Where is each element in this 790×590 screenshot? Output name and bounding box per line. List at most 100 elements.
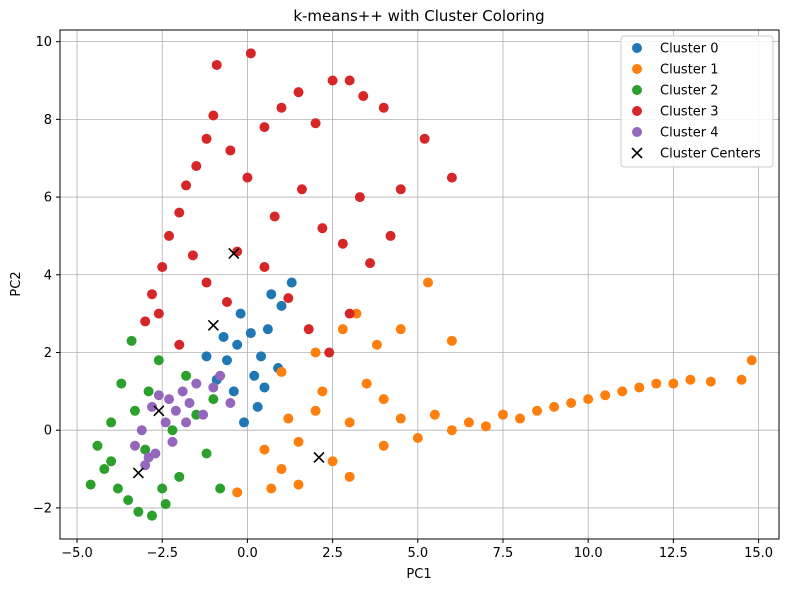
data-point — [85, 479, 96, 490]
data-point — [143, 386, 154, 397]
data-point — [215, 483, 226, 494]
data-point — [245, 328, 256, 339]
legend-marker — [632, 127, 642, 137]
legend-label: Cluster 4 — [660, 126, 719, 141]
x-tick-label: 5.0 — [407, 546, 428, 561]
x-tick-label: 12.5 — [659, 546, 688, 561]
grid — [60, 30, 779, 539]
data-point — [174, 339, 185, 350]
data-point — [446, 172, 457, 183]
series-5 — [132, 247, 325, 479]
series-2 — [85, 335, 226, 521]
data-point — [293, 436, 304, 447]
data-point — [174, 471, 185, 482]
data-point — [293, 87, 304, 98]
data-point — [276, 300, 287, 311]
data-point — [337, 238, 348, 249]
data-point — [515, 413, 526, 424]
data-point — [153, 390, 164, 401]
data-point — [276, 102, 287, 113]
legend-marker — [632, 64, 642, 74]
data-point — [283, 413, 294, 424]
legend-label: Cluster Centers — [660, 147, 761, 162]
x-tick-label: 0.0 — [237, 546, 258, 561]
data-point — [423, 277, 434, 288]
data-point — [395, 413, 406, 424]
data-point — [116, 378, 127, 389]
data-point — [126, 335, 137, 346]
data-point — [181, 180, 192, 191]
data-point — [99, 464, 110, 475]
data-point — [153, 355, 164, 366]
data-point — [157, 483, 168, 494]
data-point — [303, 324, 314, 335]
data-point — [266, 483, 277, 494]
data-point — [112, 483, 123, 494]
data-point — [201, 277, 212, 288]
series-1 — [232, 277, 757, 498]
data-point — [746, 355, 757, 366]
data-point — [266, 289, 277, 300]
data-point — [211, 59, 222, 70]
cluster-center-marker — [132, 467, 144, 479]
legend-label: Cluster 3 — [660, 105, 719, 120]
data-point — [160, 499, 171, 510]
data-point — [201, 351, 212, 362]
data-point — [317, 386, 328, 397]
data-point — [354, 192, 365, 203]
cluster-center-marker — [153, 405, 165, 417]
data-point — [497, 409, 508, 420]
data-point — [150, 448, 161, 459]
data-point — [147, 401, 158, 412]
data-point — [317, 223, 328, 234]
series-3 — [140, 48, 457, 358]
plot-frame — [59, 29, 780, 540]
data-point — [358, 91, 369, 102]
data-point — [167, 436, 178, 447]
x-axis-ticks: −5.0 −2.5 0.0 2.5 5.0 7.5 10.0 12.5 15.0 — [61, 539, 773, 561]
x-tick-label: 10.0 — [574, 546, 603, 561]
data-point — [201, 133, 212, 144]
y-tick-label: 6 — [44, 191, 52, 206]
data-point — [232, 339, 243, 350]
x-tick-label: 15.0 — [744, 546, 773, 561]
data-point — [140, 316, 151, 327]
data-point — [296, 184, 307, 195]
series-4 — [129, 370, 236, 471]
data-point — [177, 386, 188, 397]
legend-marker — [632, 106, 642, 116]
data-point — [262, 324, 273, 335]
legend-box — [620, 35, 774, 168]
data-point — [153, 308, 164, 319]
legend: Cluster 0 Cluster 1 Cluster 2 Cluster 3 Clus… — [620, 35, 774, 168]
data-point — [463, 417, 474, 428]
data-point — [235, 308, 246, 319]
data-point — [164, 230, 175, 241]
legend-label: Cluster 1 — [660, 63, 719, 78]
data-point — [310, 405, 321, 416]
data-point — [133, 506, 144, 517]
x-tick-label: −2.5 — [146, 546, 178, 561]
y-tick-label: −2 — [33, 501, 52, 516]
data-point — [259, 444, 270, 455]
data-point — [245, 48, 256, 59]
data-point — [429, 409, 440, 420]
data-point — [198, 409, 209, 420]
data-point — [259, 382, 270, 393]
data-point — [208, 394, 219, 405]
data-point — [286, 277, 297, 288]
y-axis-ticks: −2 0 2 4 6 8 10 — [33, 35, 60, 516]
chart-title: k-means++ with Cluster Coloring — [293, 7, 544, 25]
legend-label: Cluster 2 — [660, 84, 719, 99]
plot-points — [85, 48, 757, 521]
data-point — [371, 339, 382, 350]
data-point — [344, 308, 355, 319]
data-point — [215, 370, 226, 381]
data-point — [239, 417, 250, 428]
data-point — [123, 495, 134, 506]
data-point — [181, 370, 192, 381]
data-point — [378, 394, 389, 405]
data-point — [106, 456, 117, 467]
data-point — [259, 262, 270, 273]
